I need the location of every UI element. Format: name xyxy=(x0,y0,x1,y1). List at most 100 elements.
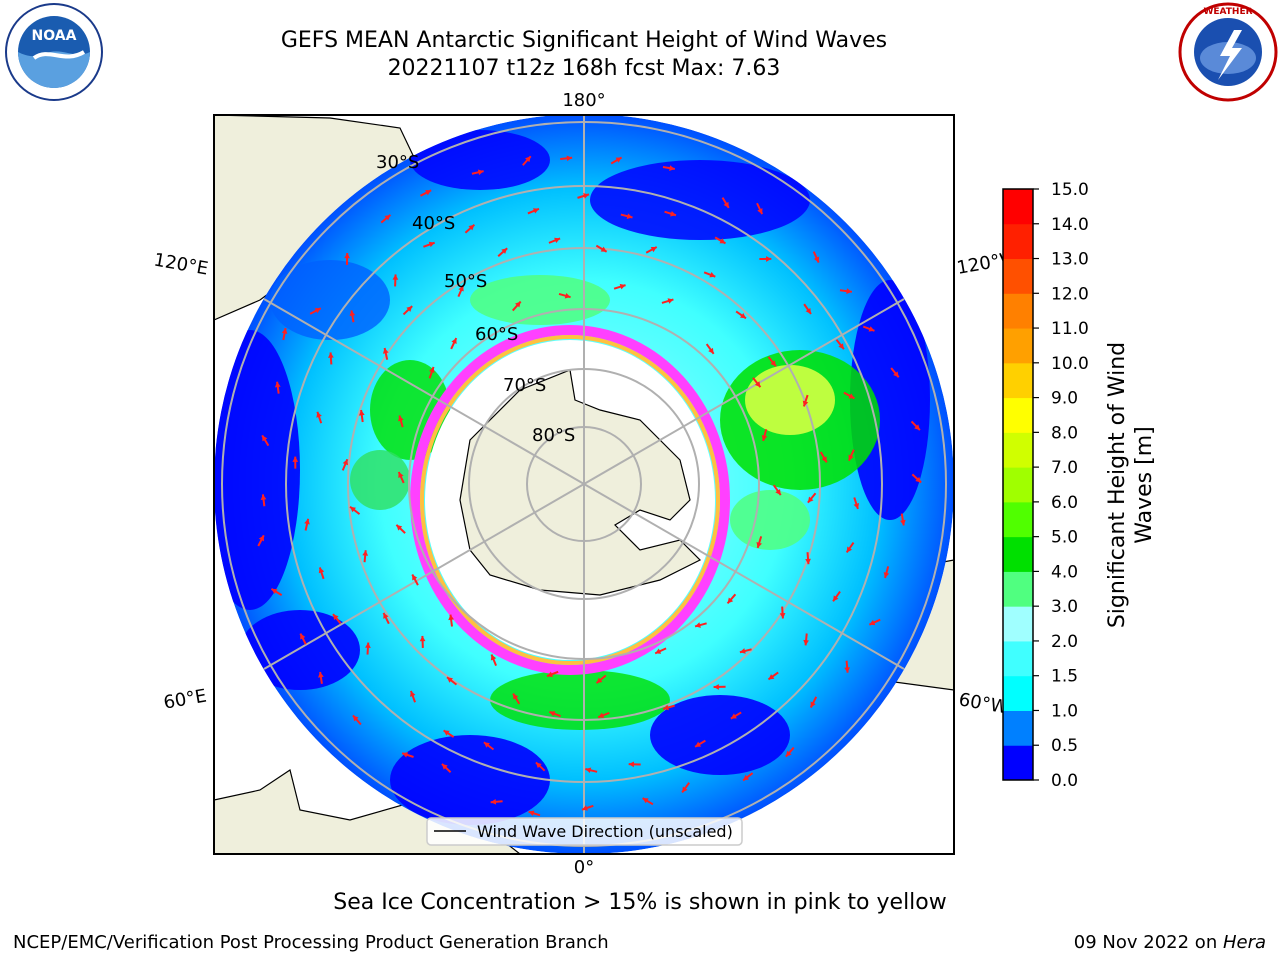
colorbar-tick-label: 15.0 xyxy=(1051,180,1089,200)
wind-arrow-head xyxy=(669,165,675,171)
wind-arrow-head xyxy=(628,761,635,768)
wind-arrow-head xyxy=(868,326,875,332)
wind-arrow-head xyxy=(695,741,702,747)
credit-host: Hera xyxy=(1222,932,1266,953)
wind-arrow-head xyxy=(740,312,746,319)
colorbar-tick-label: 11.0 xyxy=(1051,319,1089,339)
colorbar-segment xyxy=(1003,675,1033,711)
wind-arrow-head xyxy=(383,612,389,619)
colorbar-segment xyxy=(1003,432,1033,468)
wind-arrow-head xyxy=(490,798,497,805)
wind-arrow-head xyxy=(448,614,454,621)
wind-arrow-head xyxy=(392,274,399,280)
wind-arrow-head xyxy=(549,711,556,717)
wind-arrow-head xyxy=(258,535,264,542)
wind-arrow-head xyxy=(813,256,820,263)
wind-arrow-head xyxy=(807,496,814,503)
wind-arrow-head xyxy=(365,642,371,648)
wind-arrow-head xyxy=(848,454,854,461)
colorbar-segment xyxy=(1003,467,1033,503)
wind-arrow-head xyxy=(477,169,484,176)
wind-arrow-head xyxy=(650,247,657,253)
colorbar-tick-label: 13.0 xyxy=(1051,250,1089,270)
wind-arrow-head xyxy=(853,503,860,509)
wind-arrow-head xyxy=(344,252,350,259)
wind-arrow-head xyxy=(883,572,890,578)
wind-arrow-head xyxy=(451,338,457,345)
wind-arrow-head xyxy=(695,622,701,628)
wind-arrow-head xyxy=(328,352,334,358)
colorbar-tick-label: 7.0 xyxy=(1051,458,1078,478)
colorbar-segment xyxy=(1003,571,1033,607)
colorbar-segment xyxy=(1003,258,1033,294)
wind-arrow-head xyxy=(318,567,325,574)
colorbar-segment xyxy=(1003,536,1033,572)
wind-arrow-head xyxy=(515,301,521,308)
colorbar-segment xyxy=(1003,397,1033,433)
colorbar-tick-label: 6.0 xyxy=(1051,493,1078,513)
wind-arrow-head xyxy=(754,381,761,388)
wind-arrow-head xyxy=(596,677,603,684)
lat-label-30s: 30°S xyxy=(376,152,419,173)
colorbar-segment xyxy=(1003,640,1033,677)
wind-arrow-head xyxy=(260,494,267,500)
colorbar-tick-label: 14.0 xyxy=(1051,215,1089,235)
wind-arrow-head xyxy=(719,238,726,244)
colorbar-segment xyxy=(1003,501,1033,538)
wind-arrow-head xyxy=(833,595,839,602)
colorbar-tick-label: 1.0 xyxy=(1051,701,1078,721)
wind-arrow-head xyxy=(869,619,876,626)
wind-arrow-head xyxy=(838,343,844,350)
colorbar-segment xyxy=(1003,293,1033,329)
sea-ice-note: Sea Ice Concentration > 15% is shown in … xyxy=(333,890,947,915)
lat-label-60s: 60°S xyxy=(475,324,518,345)
wind-arrow-head xyxy=(441,763,448,770)
wind-arrow-head xyxy=(805,558,811,565)
wind-arrow-head xyxy=(761,435,768,441)
colorbar-tick-label: 0.0 xyxy=(1051,771,1078,791)
wind-arrow-head xyxy=(915,476,922,483)
wind-arrow-head xyxy=(490,654,497,661)
wind-arrow-head xyxy=(281,328,288,334)
wind-arrow-head xyxy=(396,524,403,531)
wind-arrow-head xyxy=(730,713,737,719)
colorbar-segment xyxy=(1003,710,1033,746)
wind-arrow-head xyxy=(410,690,416,697)
lat-label-70s: 70°S xyxy=(503,375,546,396)
wind-arrow-head xyxy=(757,208,763,215)
wind-arrow-head xyxy=(332,614,339,621)
wind-arrow-head xyxy=(547,671,553,677)
colorbar-tick-label: 9.0 xyxy=(1051,389,1078,409)
colorbar-segment xyxy=(1003,745,1033,781)
wind-arrows xyxy=(257,155,922,817)
wind-arrow-head xyxy=(271,588,278,595)
wind-arrow-head xyxy=(382,347,389,354)
wind-arrow-head xyxy=(727,597,734,604)
colorbar-segment xyxy=(1003,223,1033,260)
wind-arrow-head xyxy=(667,298,674,304)
colorbar-label-1: Significant Height of Wind xyxy=(1105,342,1130,628)
wind-arrow-head xyxy=(743,774,750,781)
wind-arrow-head xyxy=(528,810,535,816)
credit-date: 09 Nov 2022 on xyxy=(1073,932,1223,953)
wind-arrow-head xyxy=(670,210,676,217)
colorbar-label-2: Waves [m] xyxy=(1132,426,1157,543)
wind-arrow-head xyxy=(352,715,359,722)
wind-arrow-head xyxy=(443,730,450,736)
wind-arrow-head xyxy=(723,201,729,208)
wind-arrow-head xyxy=(739,648,746,654)
svg-text:WEATHER: WEATHER xyxy=(1203,7,1252,17)
wind-arrow-head xyxy=(468,224,475,231)
map-legend: Wind Wave Direction (unscaled) xyxy=(426,817,743,846)
lon-label-120e: 120°E xyxy=(152,249,210,279)
wind-arrow-head xyxy=(615,157,622,163)
wind-arrow-head xyxy=(768,674,775,680)
wind-arrow-head xyxy=(663,704,669,711)
wind-arrow-head xyxy=(914,424,920,431)
wind-arrow-head xyxy=(566,155,573,162)
wind-arrow-head xyxy=(655,648,662,654)
graticule xyxy=(221,114,947,854)
map-frame xyxy=(213,114,955,855)
wind-arrow-head xyxy=(458,285,464,292)
